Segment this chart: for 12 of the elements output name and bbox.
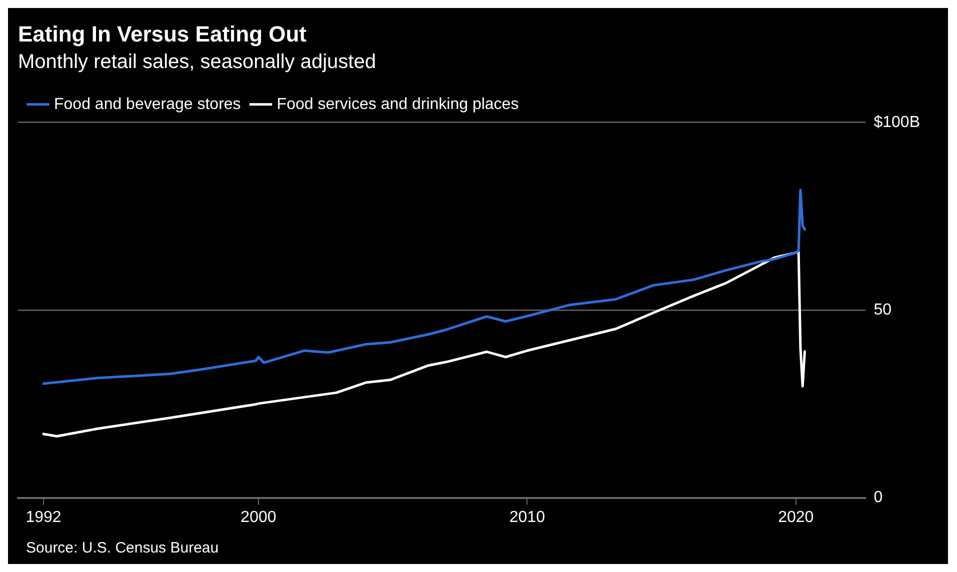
chart-title: Eating In Versus Eating Out: [18, 21, 308, 46]
x-tick-label: 2020: [778, 508, 814, 526]
x-tick-label: 2000: [240, 508, 276, 526]
y-tick-label: $100B: [874, 114, 920, 131]
chart-subtitle: Monthly retail sales, seasonally adjusted: [18, 50, 376, 73]
x-tick-label: 2010: [509, 508, 546, 526]
source-note: Source: U.S. Census Bureau: [26, 540, 219, 557]
y-tick-label: 0: [874, 489, 883, 506]
legend-label: Food services and drinking places: [276, 96, 519, 113]
legend-label: Food and beverage stores: [54, 96, 241, 113]
y-tick-label: 50: [874, 302, 892, 319]
x-tick-label: 1992: [26, 508, 62, 526]
